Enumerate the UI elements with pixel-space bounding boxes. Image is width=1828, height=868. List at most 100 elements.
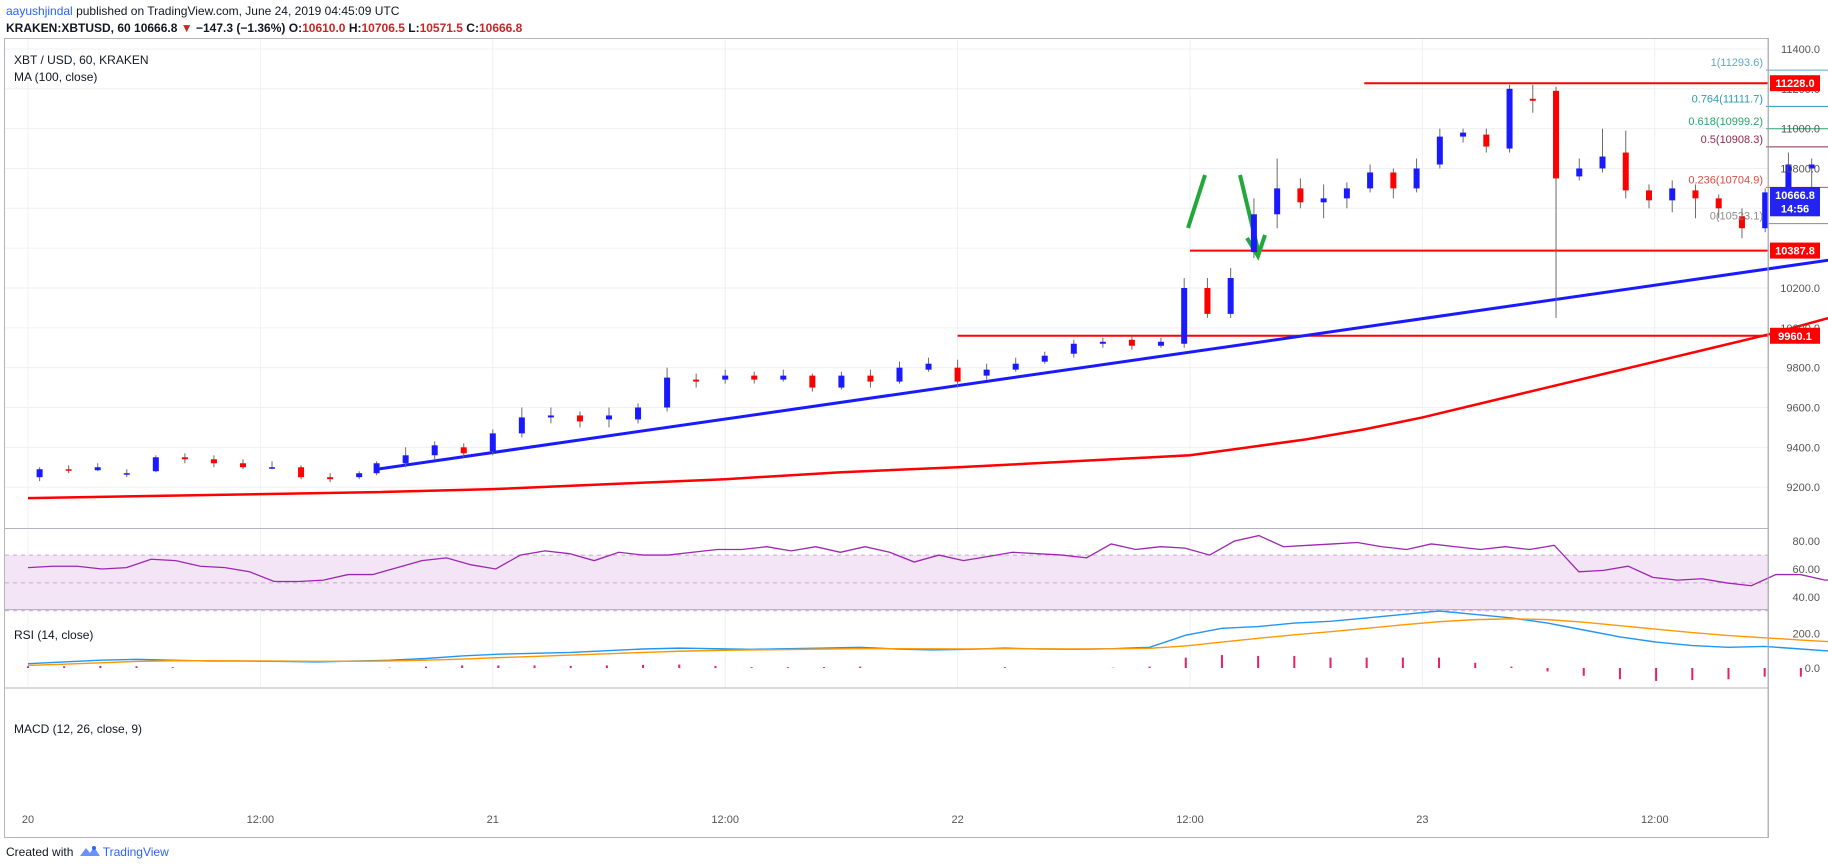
time-tick-label: 20: [22, 814, 34, 826]
candle-body: [1274, 188, 1281, 215]
candle-body: [809, 375, 816, 388]
price-label-text: 10666.8: [1775, 190, 1815, 202]
price-label-box: [1770, 327, 1820, 344]
price-label-box: [1770, 200, 1820, 217]
candle-body: [635, 407, 642, 420]
fib-level-label: 0.618(10999.2): [1688, 116, 1763, 128]
candle-body: [1041, 355, 1048, 362]
price-label-box: [1770, 242, 1820, 259]
candle-body: [867, 375, 874, 382]
trend-line: [376, 258, 1828, 471]
open-value: 10610.0: [302, 21, 346, 35]
candle-body: [576, 415, 583, 422]
candle-body: [1099, 341, 1106, 344]
candle-body: [518, 417, 525, 434]
candle-body: [1738, 216, 1745, 229]
price-tick-label: 10800.0: [1780, 163, 1820, 175]
candle-body: [954, 367, 961, 382]
candle-body: [1320, 198, 1327, 203]
candle-body: [239, 463, 246, 468]
ohlc-line: KRAKEN:XBTUSD, 60 10666.8 ▼ −147.3 (−1.3…: [6, 21, 522, 35]
ma100-line: [27, 316, 1828, 500]
candle-body: [751, 375, 758, 380]
candle-body: [152, 457, 159, 472]
candle-body: [356, 473, 363, 478]
high-value: 10706.5: [361, 21, 405, 35]
candle-body: [1622, 152, 1629, 191]
candle-body: [1343, 188, 1350, 199]
time-tick-label: 21: [487, 814, 499, 826]
rsi-tick-label: 40.00: [1792, 592, 1820, 604]
candle-body: [1250, 214, 1257, 253]
overlay-lines: [376, 69, 1828, 471]
symbol: KRAKEN:XBTUSD, 60: [6, 21, 131, 35]
candle-body: [1128, 339, 1135, 346]
close-label: C:: [466, 21, 479, 35]
candle-body: [606, 415, 612, 420]
time-tick-label: 12:00: [1641, 814, 1669, 826]
candle-body: [327, 477, 334, 480]
candle-body: [1012, 363, 1019, 370]
candle-body: [925, 363, 932, 370]
candle-body: [1227, 278, 1234, 314]
author-link[interactable]: aayushjindal: [6, 4, 73, 18]
candle-body: [1808, 164, 1815, 169]
candle-body: [1413, 168, 1420, 189]
rsi-band: [5, 554, 1768, 612]
candle-body: [298, 467, 305, 478]
candle-body: [1576, 168, 1583, 177]
price-tick-label: 9800.0: [1786, 363, 1820, 375]
candle-body: [1529, 98, 1536, 101]
candle-body: [210, 459, 217, 464]
price-label-text: 9960.1: [1778, 331, 1812, 343]
candle-body: [780, 375, 787, 380]
green-arrowhead-icon: [1245, 234, 1267, 261]
time-tick-label: 23: [1416, 814, 1428, 826]
candle-body: [123, 473, 130, 475]
price-tick-label: 9600.0: [1786, 402, 1820, 414]
low-value: 10571.5: [419, 21, 463, 35]
macd-tick-label: 0.0: [1805, 663, 1820, 675]
candle-body: [1692, 190, 1699, 199]
time-tick-label: 12:00: [247, 814, 275, 826]
price-tick-label: 9200.0: [1786, 482, 1820, 494]
candle-body: [1669, 188, 1676, 201]
tradingview-logo-icon: [79, 845, 101, 860]
time-tick-label: 12:00: [711, 814, 739, 826]
tradingview-link[interactable]: TradingView: [102, 845, 169, 859]
candle-body: [1762, 192, 1769, 229]
candle-body: [1483, 134, 1490, 147]
fib-level-label: 0.764(11111.7): [1692, 93, 1763, 105]
candle-body: [1460, 132, 1467, 137]
candle-body: [402, 455, 409, 464]
change: −147.3 (−1.36%): [196, 21, 286, 35]
candle-body: [1506, 88, 1513, 149]
macd-panel-title: MACD (12, 26, close, 9): [14, 722, 142, 736]
candle-body: [460, 447, 467, 454]
candle-body: [896, 367, 903, 382]
signal-line: [27, 618, 1828, 667]
last-price: 10666.8: [134, 21, 178, 35]
candle-body: [983, 369, 990, 376]
candle-body: [1785, 164, 1792, 193]
open-label: O:: [288, 21, 303, 35]
rsi-tick-label: 60.00: [1792, 564, 1820, 576]
price-tick-label: 10200.0: [1780, 283, 1820, 295]
low-label: L:: [408, 21, 420, 35]
labels: 1(11293.6) 0.764(11111.7) 0.618(10999.2) 0.…: [14, 53, 1820, 736]
fib-level-label: 0(10523.1): [1710, 211, 1763, 223]
candle-body: [269, 467, 276, 469]
fib-level-label: 0.236(10704.9): [1688, 174, 1763, 186]
fib-level-label: 0.5(10908.3): [1701, 134, 1763, 146]
publish-info: published on TradingView.com, June 24, 2…: [76, 4, 400, 18]
candle-body: [431, 445, 438, 456]
macd-line: [27, 610, 1828, 665]
candle-body: [1715, 198, 1722, 209]
down-arrow-icon: ▼: [180, 21, 193, 35]
candle-body: [838, 375, 845, 388]
candle-body: [36, 469, 43, 478]
price-tick-label: 9400.0: [1786, 442, 1820, 454]
price-label-box: [1770, 187, 1820, 204]
candles: [36, 84, 1815, 483]
